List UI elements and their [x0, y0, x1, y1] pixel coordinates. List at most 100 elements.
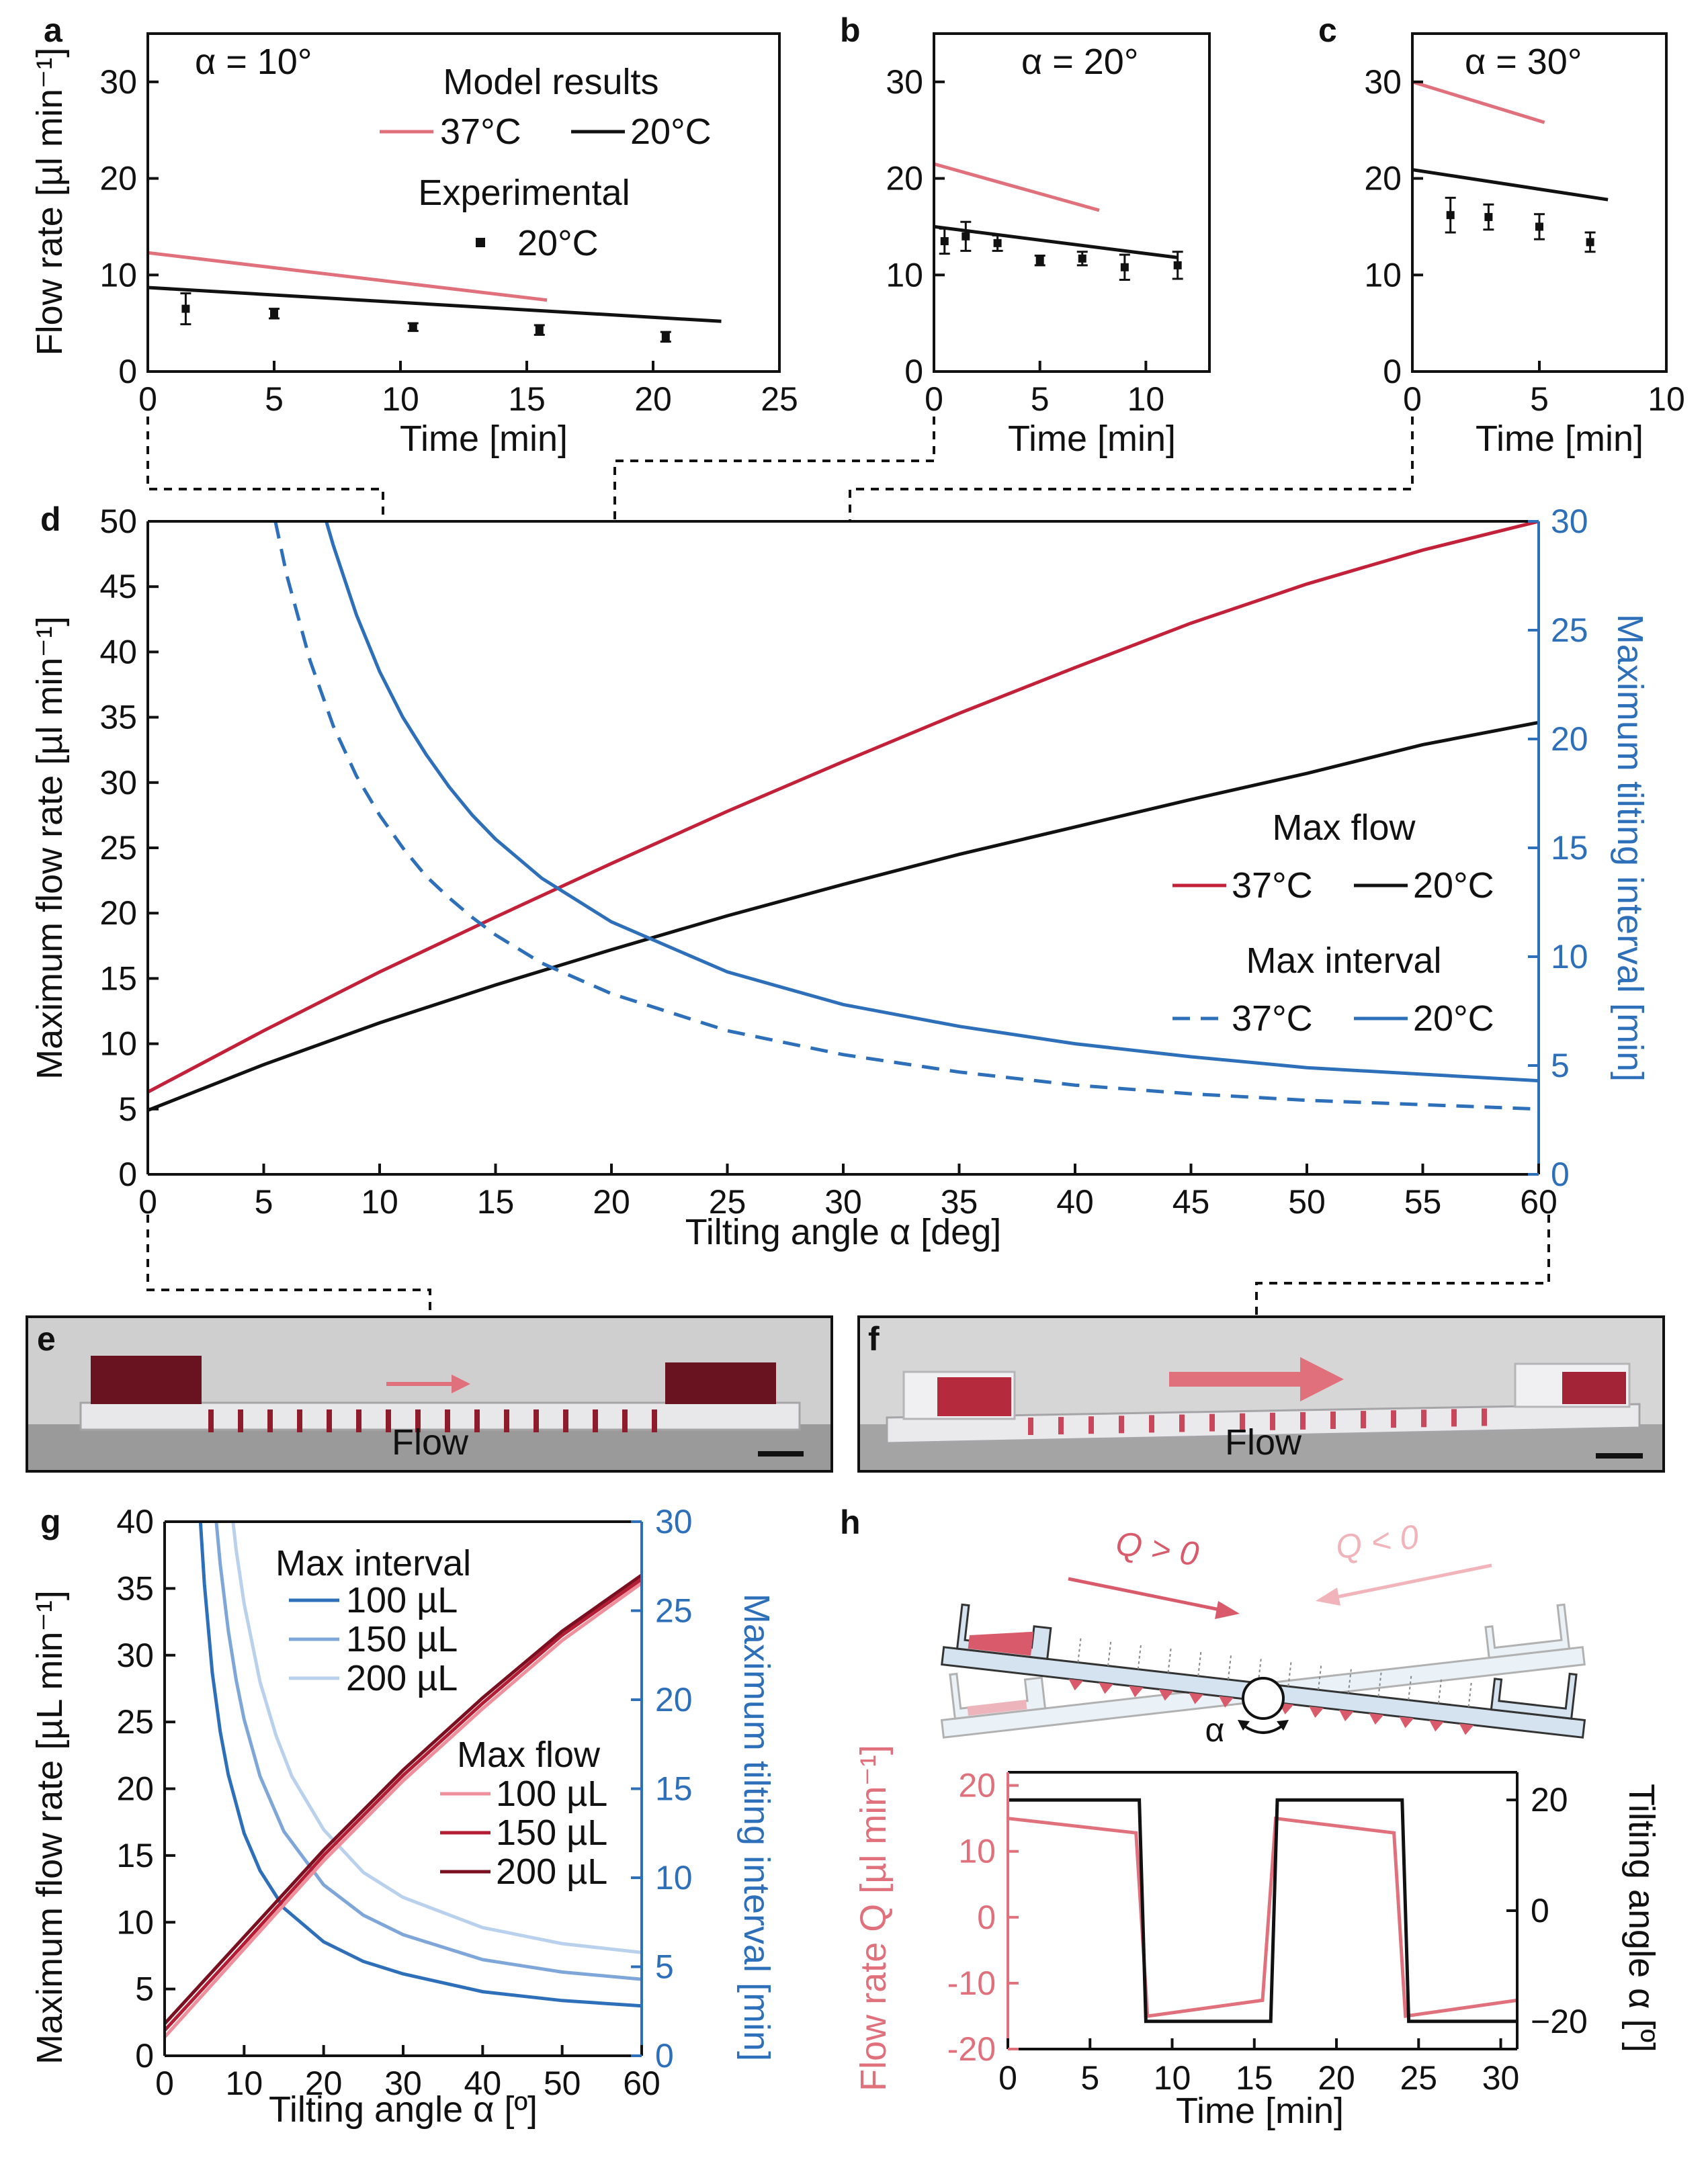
photo-e-reservoir-right [665, 1362, 776, 1404]
g-legend-interval-item: 150 µL [346, 1619, 458, 1659]
g-xtick-label: 10 [226, 2065, 263, 2102]
g-ytick-label: 30 [116, 1637, 154, 1674]
g-xtick-label: 40 [464, 2065, 502, 2102]
g-xtick-label: 50 [544, 2065, 581, 2102]
d-y2tick-label: 10 [1551, 938, 1588, 975]
h-ytick-label: -10 [947, 1964, 996, 2002]
photo-e-floor [28, 1424, 830, 1470]
panel-d: 0 5 10 15 20 25 30 35 40 45 50 55 600510152025303540… [30, 501, 1650, 1252]
g-y2tick-label: 25 [655, 1592, 693, 1630]
h-y2tick-label: −20 [1531, 2003, 1588, 2040]
d-legend-flow-37: 37°C [1232, 865, 1313, 906]
g-xtick-label: 30 [384, 2065, 422, 2102]
g-xtick-label: 20 [305, 2065, 343, 2102]
b-ytick-label: 0 [904, 353, 923, 390]
diagram-chip-channel [1347, 1669, 1352, 1694]
g-xtick-label: 60 [623, 2065, 660, 2102]
series-g-flow100 [165, 1581, 642, 2038]
photo-e-channel-post [267, 1409, 273, 1432]
h-y2tick-label: 20 [1531, 1781, 1568, 1819]
diagram-arrowhead-qpos [1215, 1601, 1240, 1619]
diagram-chip-notch [1128, 1686, 1144, 1698]
data-point-c [1446, 211, 1455, 220]
a-xtick-label: 10 [382, 380, 419, 418]
d-xtick-label: 55 [1404, 1183, 1442, 1221]
h-y2label: Tilting angle α [º] [1621, 1784, 1662, 2052]
diagram-chip-channel [1257, 1659, 1262, 1684]
h-xtick-label: 5 [1080, 2059, 1099, 2097]
diagram-chip-notch [1219, 1696, 1234, 1708]
panel-e-photo: e Flow [26, 1315, 833, 1473]
g-xtick-label: 0 [155, 2065, 174, 2102]
diagram-chip-channel [1467, 1682, 1472, 1707]
g-y2tick-label: 10 [655, 1859, 693, 1897]
diagram-chip-notches [1068, 1638, 1474, 1735]
d-xtick-label: 20 [593, 1183, 630, 1221]
series-d-int20 [325, 521, 1539, 1083]
b-ytick-label: 30 [886, 63, 923, 101]
g-y2tick-label: 20 [655, 1681, 693, 1719]
photo-f-channel-post [1391, 1410, 1396, 1428]
diagram-chip-channel [1077, 1638, 1082, 1663]
a-ytick-label: 30 [99, 63, 137, 101]
diagram-chip-channel [1408, 1676, 1412, 1700]
d-y2tick-label: 0 [1551, 1156, 1570, 1193]
d-letter: d [40, 501, 61, 538]
diagram-chip-channel [1197, 1652, 1202, 1676]
data-point-b [1078, 254, 1086, 263]
g-ytick-label: 20 [116, 1770, 154, 1808]
series-h-angle [1008, 1798, 1517, 2024]
a-legend-point-swatch [476, 238, 485, 247]
d-xtick-label: 50 [1288, 1183, 1326, 1221]
a-series-group [148, 251, 722, 323]
a-xtick-label: 20 [634, 380, 672, 418]
b-xtick-label: 5 [1031, 380, 1050, 418]
d-y2tick-label: 5 [1551, 1047, 1570, 1084]
diagram-pivot [1242, 1677, 1285, 1720]
d-legend-flow-title: Max flow [1272, 808, 1416, 848]
g-y2tick-label: 30 [655, 1503, 693, 1540]
h-ytick-label: 20 [958, 1767, 996, 1805]
panel-f-photo: f Flow [857, 1315, 1665, 1473]
g-xlabel: Tilting angle α [º] [269, 2089, 538, 2130]
series-d-flow37 [148, 521, 1539, 1094]
data-point-a [270, 309, 278, 318]
photo-f-channel-post [1361, 1411, 1366, 1429]
g-series-group [165, 1522, 642, 2038]
diagram-q-negative: Q < 0 [1333, 1518, 1420, 1567]
diagram-alpha: α [1205, 1711, 1225, 1749]
d-xlabel: Tilting angle α [deg] [685, 1212, 1002, 1252]
d-ytick-label: 15 [99, 959, 137, 997]
photo-e-channel-post [593, 1409, 598, 1432]
b-ytick-label: 20 [886, 160, 923, 198]
data-point-b [993, 238, 1002, 247]
d-xtick-label: 10 [361, 1183, 398, 1221]
data-point-b [1035, 256, 1044, 265]
a-ytick-label: 0 [118, 353, 137, 390]
photo-f-reservoir-right-fluid [1562, 1372, 1626, 1404]
panel-a: 0 5 10 15 20 25 0 10 20 30 Time [min] a α = 10° Flow … [30, 11, 798, 459]
d-xtick-label: 35 [941, 1183, 978, 1221]
g-ylabel: Maximum flow rate [µL min⁻¹] [30, 1590, 70, 2065]
b-xtick-label: 0 [925, 380, 943, 418]
d-legend-flow-20: 20°C [1413, 865, 1494, 906]
a-annotation: α = 10° [195, 42, 312, 82]
d-legend-interval-title: Max interval [1246, 941, 1441, 981]
panel-c: 0 5 10 0 10 20 30 Time [min] c α = 30° [1318, 11, 1685, 459]
g-ytick-label: 15 [116, 1837, 154, 1874]
g-ytick-label: 5 [135, 1970, 154, 2008]
photo-e-channel-post [474, 1409, 480, 1432]
connectors [146, 417, 1550, 1317]
h-xtick-label: 25 [1400, 2059, 1437, 2097]
photo-e-label: Flow [392, 1422, 469, 1463]
g-ytick-label: 0 [135, 2037, 154, 2075]
series-d-flow20 [148, 720, 1539, 1113]
c-ytick-label: 20 [1364, 160, 1402, 198]
diagram-chip-notch [1189, 1692, 1204, 1704]
connector-b-d [613, 417, 935, 521]
d-ytick-label: 30 [99, 764, 137, 801]
photo-f-channel-post [1482, 1408, 1487, 1426]
g-letter: g [40, 1503, 61, 1540]
